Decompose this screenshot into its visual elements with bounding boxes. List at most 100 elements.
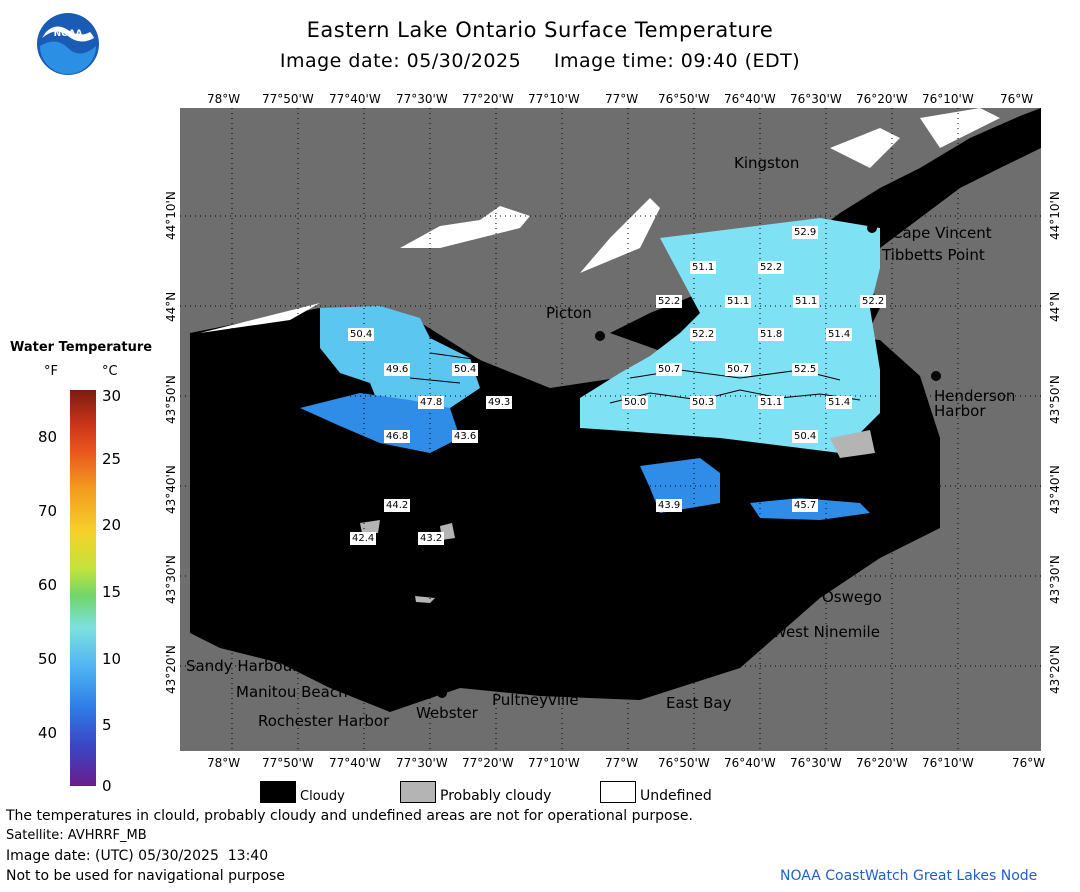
temp-label: 50.4: [348, 328, 375, 341]
lon-label-bottom: 76°30'W: [790, 756, 842, 770]
noaa-logo: NOAA: [36, 12, 100, 76]
lat-label-left: 43°50'N: [164, 375, 178, 424]
lat-label-left: 43°40'N: [164, 465, 178, 514]
lat-label-left: 44°10'N: [164, 191, 178, 240]
place-webster: Webster: [416, 704, 478, 722]
footer-satellite: Satellite: AVHRRF_MB: [6, 828, 147, 843]
temp-label: 43.9: [656, 499, 683, 512]
temp-label: 52.2: [656, 295, 683, 308]
place-picton: Picton: [546, 304, 592, 322]
legend-c-tick: 20: [102, 516, 122, 534]
legend-f-tick: 40: [38, 724, 58, 742]
temp-label: 51.8: [758, 328, 785, 341]
temp-label: 42.4: [350, 532, 377, 545]
place-henderson-harbor: Henderson: [934, 387, 1016, 405]
temp-label: 50.4: [452, 363, 479, 376]
temp-label: 51.4: [826, 328, 853, 341]
lon-label-bottom: 76°W: [1012, 756, 1046, 770]
lat-label-right: 44°N: [1048, 291, 1062, 322]
lat-label-right: 44°10'N: [1048, 191, 1062, 240]
place-oswego: Oswego: [822, 588, 882, 606]
map-title: Eastern Lake Ontario Surface Temperature: [306, 18, 774, 42]
temp-label: 51.4: [826, 396, 853, 409]
temp-label: 52.2: [690, 328, 717, 341]
lon-label-top: 77°W: [605, 92, 639, 106]
lon-label-bottom: 76°10'W: [922, 756, 974, 770]
isotherm-lines: [409, 352, 861, 404]
footer-utc-date: Image date: (UTC) 05/30/2025 13:40: [6, 848, 269, 864]
key-probably-cloudy-swatch: [400, 781, 436, 803]
map-canvas: [180, 108, 1041, 751]
temp-label: 46.8: [384, 430, 411, 443]
lon-label-top: 77°20'W: [462, 92, 514, 106]
lon-label-top: 76°10'W: [922, 92, 974, 106]
footer-credit: NOAA CoastWatch Great Lakes Node: [780, 868, 1038, 884]
place-west-ninemile: West Ninemile: [772, 623, 880, 641]
legend-f-tick: 50: [38, 650, 58, 668]
lat-label-right: 43°50'N: [1048, 375, 1062, 424]
lon-label-bottom: 76°40'W: [724, 756, 776, 770]
place-manitou-beach: Manitou Beach: [236, 683, 348, 701]
footer-note: The temperatures in clould, probably clo…: [6, 808, 693, 824]
temp-label: 43.6: [452, 430, 479, 443]
temp-label: 52.2: [758, 261, 785, 274]
key-cloudy-label: Cloudy: [300, 789, 345, 804]
legend-f-tick: 70: [38, 502, 58, 520]
temp-label: 47.8: [418, 396, 445, 409]
place-pultneyville: Pultneyville: [492, 691, 579, 709]
temp-label: 52.5: [792, 363, 819, 376]
temp-label: 51.1: [690, 261, 717, 274]
legend-c-tick: 5: [102, 716, 112, 734]
key-undefined-swatch: [600, 781, 636, 803]
legend-f-tick: 60: [38, 576, 58, 594]
temp-label: 50.7: [725, 363, 752, 376]
legend-c-tick: 10: [102, 650, 122, 668]
lon-label-top: 77°40'W: [329, 92, 381, 106]
lon-label-top: 76°W: [1000, 92, 1034, 106]
legend-unit-f: °F: [44, 364, 58, 379]
lon-label-top: 77°50'W: [262, 92, 314, 106]
lon-label-top: 76°50'W: [658, 92, 710, 106]
place-tibbetts-point: Tibbetts Point: [882, 246, 985, 264]
logo-text: NOAA: [54, 29, 83, 39]
lat-label-left: 43°20'N: [164, 645, 178, 694]
legend-c-tick: 30: [102, 387, 122, 405]
temp-label: 43.2: [418, 532, 445, 545]
footer-nav-warning: Not to be used for navigational purpose: [6, 868, 285, 884]
temp-label: 52.2: [860, 295, 887, 308]
lon-label-top: 76°30'W: [790, 92, 842, 106]
lon-label-top: 76°40'W: [724, 92, 776, 106]
lon-label-bottom: 77°30'W: [396, 756, 448, 770]
key-undefined-label: Undefined: [640, 788, 712, 804]
lon-label-bottom: 77°10'W: [528, 756, 580, 770]
city-markers: [265, 223, 941, 705]
lon-label-bottom: 76°20'W: [856, 756, 908, 770]
key-cloudy-swatch: [260, 781, 296, 803]
place-sandy-harbour: Sandy Harbour: [186, 657, 299, 675]
lat-label-left: 44°N: [164, 291, 178, 322]
lon-label-bottom: 77°20'W: [462, 756, 514, 770]
lat-label-left: 43°30'N: [164, 555, 178, 604]
temp-label: 51.1: [793, 295, 820, 308]
lon-label-bottom: 77°50'W: [262, 756, 314, 770]
legend-f-tick: 80: [38, 428, 58, 446]
place-kingston: Kingston: [734, 154, 800, 172]
lat-label-right: 43°30'N: [1048, 555, 1062, 604]
lon-label-top: 77°30'W: [396, 92, 448, 106]
temp-label: 50.0: [622, 396, 649, 409]
place-cape-vincent: Cape Vincent: [892, 224, 992, 242]
temp-label: 49.6: [384, 363, 411, 376]
temp-label: 51.1: [725, 295, 752, 308]
temp-label: 50.4: [792, 430, 819, 443]
lat-label-right: 43°40'N: [1048, 465, 1062, 514]
graticule: [180, 108, 1041, 751]
lon-label-bottom: 78°W: [207, 756, 241, 770]
temp-label: 52.9: [792, 226, 819, 239]
temp-label: 51.1: [758, 396, 785, 409]
temp-label: 50.3: [690, 396, 717, 409]
legend-title: Water Temperature: [10, 340, 153, 355]
clear-water-warm: [580, 218, 880, 453]
place-henderson-harbor: Harbor: [934, 402, 986, 420]
lat-label-right: 43°20'N: [1048, 645, 1062, 694]
lon-label-top: 77°10'W: [528, 92, 580, 106]
